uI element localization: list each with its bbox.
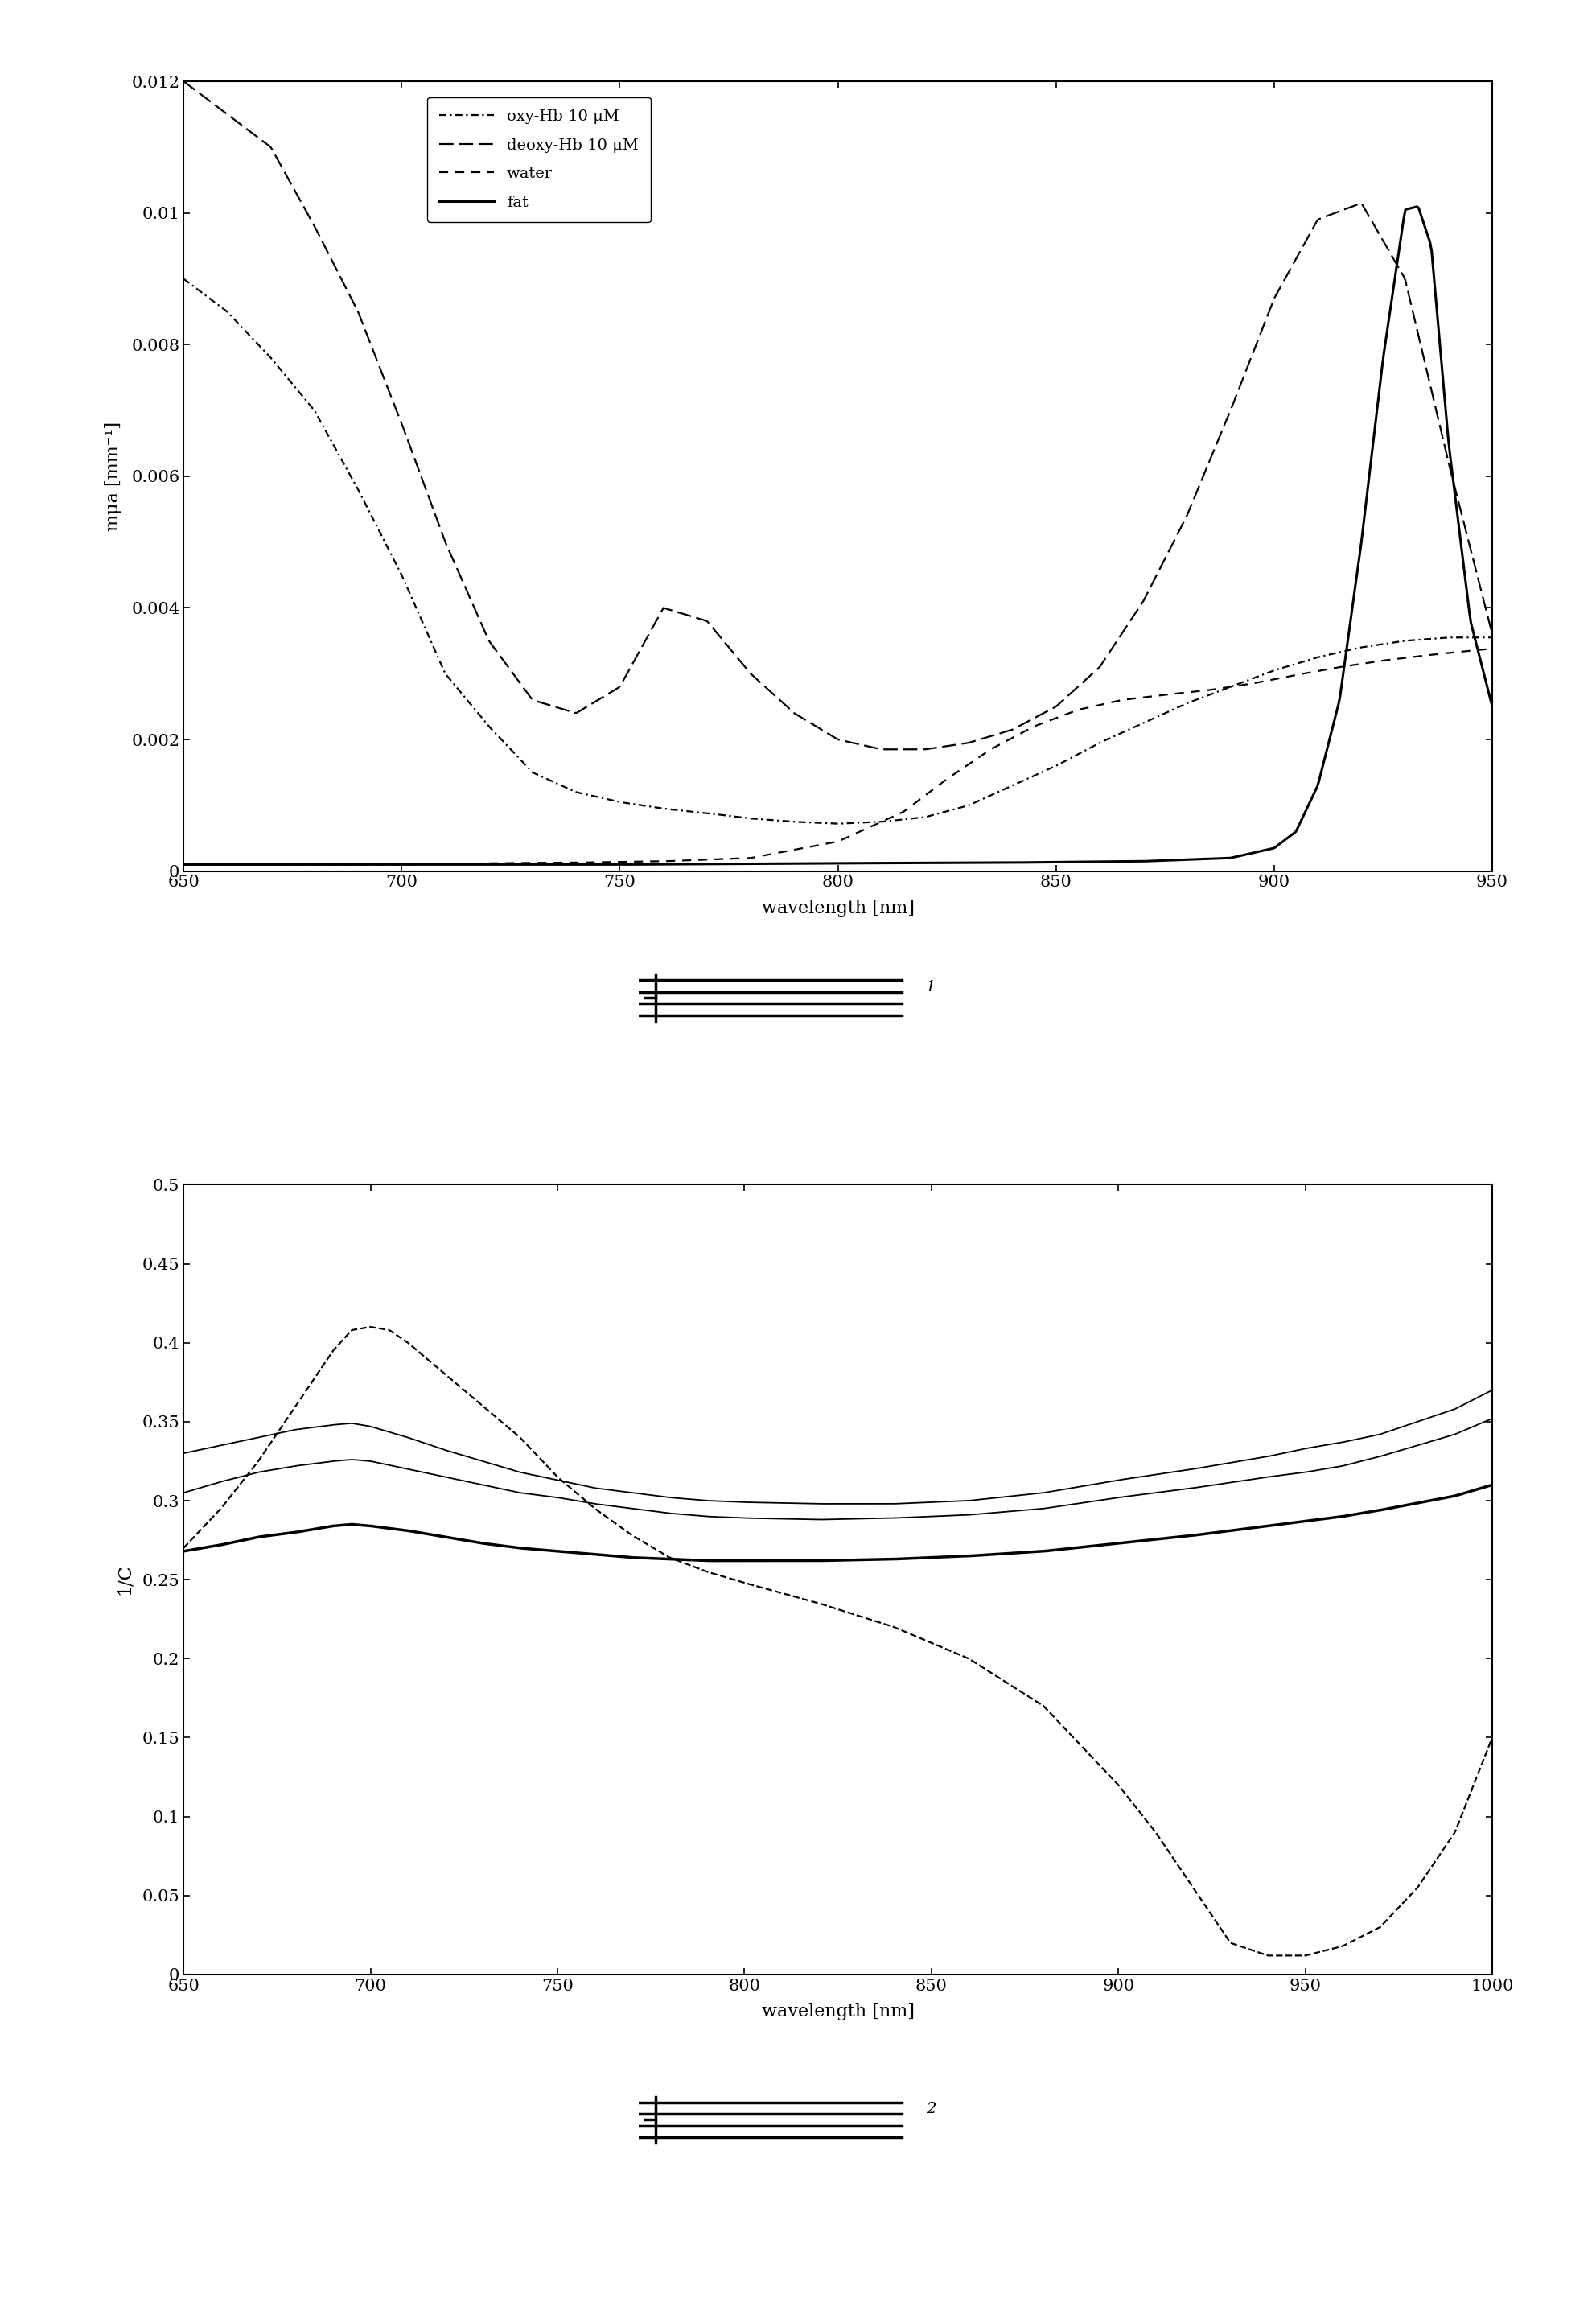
fat xyxy=(1483,692,1502,720)
fat xyxy=(254,850,273,878)
fat xyxy=(969,848,988,876)
oxy-Hb 10 μM xyxy=(1009,769,1028,797)
X-axis label: wavelength [nm]: wavelength [nm] xyxy=(761,899,915,918)
deoxy-Hb 10 μM xyxy=(174,67,193,95)
oxy-Hb 10 μM xyxy=(1483,623,1502,650)
deoxy-Hb 10 μM xyxy=(1302,216,1321,244)
deoxy-Hb 10 μM xyxy=(935,732,954,760)
oxy-Hb 10 μM xyxy=(970,787,990,815)
fat xyxy=(1301,787,1320,815)
Line: deoxy-Hb 10 μM: deoxy-Hb 10 μM xyxy=(184,81,1492,750)
water xyxy=(934,767,953,794)
oxy-Hb 10 μM xyxy=(1168,695,1187,722)
Text: 1: 1 xyxy=(926,980,935,994)
water xyxy=(1483,634,1502,662)
oxy-Hb 10 μM xyxy=(174,265,193,293)
water xyxy=(1301,657,1320,685)
water xyxy=(969,743,988,771)
Line: fat: fat xyxy=(184,207,1492,864)
water xyxy=(174,850,193,878)
Y-axis label: mμa [mm⁻¹]: mμa [mm⁻¹] xyxy=(105,420,123,532)
fat xyxy=(1167,846,1186,873)
deoxy-Hb 10 μM xyxy=(873,736,892,764)
fat xyxy=(1007,848,1026,876)
fat xyxy=(1408,193,1427,221)
deoxy-Hb 10 μM xyxy=(1168,520,1187,548)
Text: 2: 2 xyxy=(926,2102,935,2116)
Line: oxy-Hb 10 μM: oxy-Hb 10 μM xyxy=(184,279,1492,825)
fat xyxy=(934,848,953,876)
deoxy-Hb 10 μM xyxy=(254,128,273,156)
water xyxy=(1007,722,1026,750)
deoxy-Hb 10 μM xyxy=(970,725,990,753)
oxy-Hb 10 μM xyxy=(1302,646,1321,674)
fat xyxy=(174,850,193,878)
water xyxy=(254,850,273,878)
deoxy-Hb 10 μM xyxy=(1483,620,1502,648)
oxy-Hb 10 μM xyxy=(827,811,846,839)
Legend: oxy-Hb 10 μM, deoxy-Hb 10 μM, water, fat: oxy-Hb 10 μM, deoxy-Hb 10 μM, water, fat xyxy=(428,98,651,223)
water xyxy=(1167,681,1186,709)
Y-axis label: 1/C: 1/C xyxy=(115,1563,132,1596)
Line: water: water xyxy=(184,648,1492,864)
deoxy-Hb 10 μM xyxy=(1009,713,1028,741)
oxy-Hb 10 μM xyxy=(935,797,954,825)
oxy-Hb 10 μM xyxy=(254,337,273,365)
X-axis label: wavelength [nm]: wavelength [nm] xyxy=(761,2002,915,2021)
